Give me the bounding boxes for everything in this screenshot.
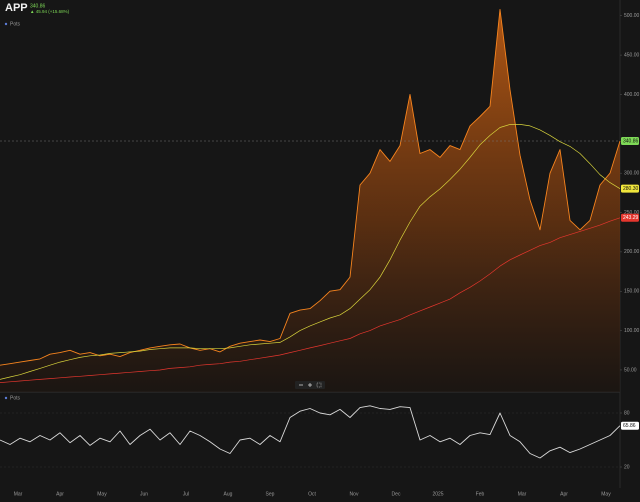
- x-tick-label: Mar: [14, 491, 23, 497]
- legend-label: Pots: [10, 395, 21, 401]
- price-area: [0, 9, 620, 393]
- axis-value-tag: [621, 213, 639, 222]
- axis-value-tag: [621, 184, 639, 193]
- x-tick-label: 2025: [432, 491, 443, 497]
- x-tick-label: Oct: [308, 491, 316, 497]
- x-tick-label: Dec: [392, 491, 401, 497]
- axis-value-label: 243.29: [623, 215, 639, 221]
- x-tick-label: Aug: [224, 491, 233, 497]
- axis-value-tag: [621, 421, 639, 430]
- x-tick-label: May: [601, 491, 611, 497]
- x-tick-label: Mar: [518, 491, 527, 497]
- x-tick-label: Sep: [266, 491, 275, 497]
- axis-value-tag: [621, 137, 639, 146]
- axis-value-label: 280.30: [623, 186, 639, 192]
- legend-dot: [4, 396, 8, 400]
- x-tick-label: May: [97, 491, 107, 497]
- zoom-controls: [295, 381, 325, 389]
- series-line: [0, 124, 621, 380]
- y-tick-label: 200.00: [624, 249, 640, 255]
- x-tick-label: Nov: [350, 491, 359, 497]
- symbol: APP: [5, 2, 28, 14]
- x-tick-label: Apr: [560, 491, 568, 497]
- x-tick-label: Apr: [56, 491, 64, 497]
- indicator-line: [0, 405, 621, 459]
- y-tick-label: 400.00: [624, 92, 640, 98]
- axis-value-label: 340.86: [623, 138, 639, 144]
- header-change: ▲ 45.94 (+15.68%): [30, 9, 70, 14]
- y-tick-label: 80: [624, 410, 630, 416]
- x-tick-label: Jun: [140, 491, 148, 497]
- y-tick-label: 300.00: [624, 171, 640, 177]
- x-tick-label: Jul: [183, 491, 189, 497]
- y-tick-label: 50.00: [624, 367, 637, 373]
- axis-value-label: 65.86: [623, 423, 636, 429]
- series-line: [0, 217, 621, 383]
- y-tick-label: 500.00: [624, 13, 640, 19]
- y-tick-label: 250.00: [624, 210, 640, 216]
- header-price: 340.86: [30, 3, 46, 9]
- legend-dot: [4, 22, 8, 26]
- legend-label: Pots: [10, 21, 21, 27]
- y-tick-label: 150.00: [624, 289, 640, 295]
- reset-zoom[interactable]: [316, 382, 322, 388]
- marks: 50.00 100.00 150.00 200.00 250.00 300.00 400.0…: [0, 8, 640, 497]
- y-tick-label: 450.00: [624, 52, 640, 58]
- series-line: [0, 8, 621, 366]
- x-tick-label: Feb: [476, 491, 485, 497]
- y-tick-label: 100.00: [624, 328, 640, 334]
- y-tick-label: 20: [624, 464, 630, 470]
